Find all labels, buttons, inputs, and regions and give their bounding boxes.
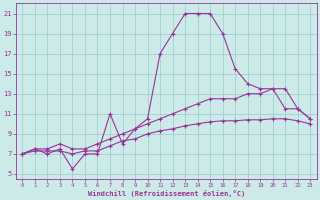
X-axis label: Windchill (Refroidissement éolien,°C): Windchill (Refroidissement éolien,°C) [88,190,245,197]
